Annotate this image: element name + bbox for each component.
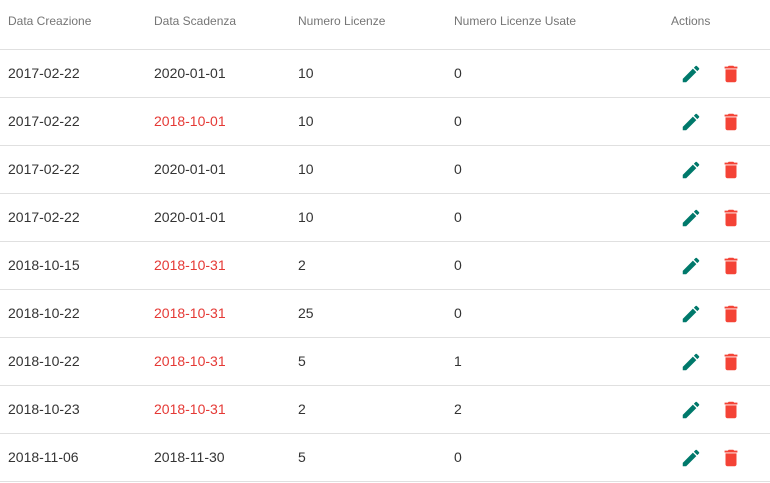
expiry-date-cell: 2020-01-01: [154, 209, 226, 225]
expiry-date-cell: 2018-10-31: [154, 257, 226, 273]
table-row: 2017-02-22 2020-01-01 10 0: [0, 146, 770, 194]
delete-button[interactable]: [719, 350, 743, 374]
licenses-used-cell: 0: [454, 257, 462, 273]
pencil-icon: [682, 305, 700, 323]
table-row: 2018-11-06 2018-11-30 5 0: [0, 434, 770, 482]
header-actions: Actions: [671, 14, 711, 28]
creation-date-cell: 2018-11-06: [8, 449, 79, 465]
table-row: 2017-02-22 2018-10-01 10 0: [0, 98, 770, 146]
edit-button[interactable]: [679, 398, 703, 422]
delete-button[interactable]: [719, 62, 743, 86]
trash-icon: [724, 113, 738, 131]
header-licenses[interactable]: Numero Licenze: [298, 14, 386, 28]
pencil-icon: [682, 449, 700, 467]
edit-button[interactable]: [679, 302, 703, 326]
licenses-cell: 2: [298, 257, 306, 273]
delete-button[interactable]: [719, 158, 743, 182]
expiry-date-cell: 2018-10-31: [154, 353, 226, 369]
table-body: 2017-02-22 2020-01-01 10 0 2017-02-22 2018-10…: [0, 50, 770, 482]
creation-date-cell: 2017-02-22: [8, 65, 80, 81]
pencil-icon: [682, 161, 700, 179]
trash-icon: [724, 305, 738, 323]
trash-icon: [724, 209, 738, 227]
pencil-icon: [682, 401, 700, 419]
edit-button[interactable]: [679, 158, 703, 182]
creation-date-cell: 2018-10-22: [8, 305, 80, 321]
expiry-date-cell: 2018-11-30: [154, 449, 225, 465]
licenses-used-cell: 1: [454, 353, 462, 369]
trash-icon: [724, 161, 738, 179]
expiry-date-cell: 2020-01-01: [154, 161, 226, 177]
expiry-date-cell: 2020-01-01: [154, 65, 226, 81]
licenses-cell: 10: [298, 209, 314, 225]
licenses-cell: 5: [298, 449, 306, 465]
creation-date-cell: 2017-02-22: [8, 161, 80, 177]
edit-button[interactable]: [679, 62, 703, 86]
licenses-cell: 10: [298, 113, 314, 129]
expiry-date-cell: 2018-10-01: [154, 113, 226, 129]
header-licenses-used[interactable]: Numero Licenze Usate: [454, 14, 577, 28]
table-row: 2017-02-22 2020-01-01 10 0: [0, 194, 770, 242]
table-header: Data Creazione Data Scadenza Numero Lice…: [0, 0, 770, 50]
delete-button[interactable]: [719, 110, 743, 134]
delete-button[interactable]: [719, 254, 743, 278]
pencil-icon: [682, 257, 700, 275]
licenses-used-cell: 0: [454, 449, 462, 465]
edit-button[interactable]: [679, 350, 703, 374]
licenses-used-cell: 0: [454, 113, 462, 129]
table-row: 2017-02-22 2020-01-01 10 0: [0, 50, 770, 98]
pencil-icon: [682, 113, 700, 131]
creation-date-cell: 2018-10-23: [8, 401, 80, 417]
edit-button[interactable]: [679, 206, 703, 230]
pencil-icon: [682, 209, 700, 227]
delete-button[interactable]: [719, 398, 743, 422]
creation-date-cell: 2017-02-22: [8, 113, 80, 129]
pencil-icon: [682, 353, 700, 371]
licenses-cell: 5: [298, 353, 306, 369]
expiry-date-cell: 2018-10-31: [154, 305, 226, 321]
expiry-date-cell: 2018-10-31: [154, 401, 226, 417]
table-row: 2018-10-23 2018-10-31 2 2: [0, 386, 770, 434]
trash-icon: [724, 65, 738, 83]
licenses-cell: 2: [298, 401, 306, 417]
creation-date-cell: 2018-10-15: [8, 257, 80, 273]
pencil-icon: [682, 65, 700, 83]
delete-button[interactable]: [719, 446, 743, 470]
table-row: 2018-10-15 2018-10-31 2 0: [0, 242, 770, 290]
edit-button[interactable]: [679, 446, 703, 470]
header-expiry-date[interactable]: Data Scadenza: [154, 14, 237, 28]
table-row: 2018-10-22 2018-10-31 25 0: [0, 290, 770, 338]
table-row: 2018-10-22 2018-10-31 5 1: [0, 338, 770, 386]
licenses-cell: 10: [298, 161, 314, 177]
delete-button[interactable]: [719, 302, 743, 326]
edit-button[interactable]: [679, 254, 703, 278]
licenses-used-cell: 0: [454, 65, 462, 81]
creation-date-cell: 2017-02-22: [8, 209, 80, 225]
licenses-used-cell: 0: [454, 209, 462, 225]
licenses-used-cell: 2: [454, 401, 462, 417]
licenses-cell: 10: [298, 65, 314, 81]
edit-button[interactable]: [679, 110, 703, 134]
trash-icon: [724, 257, 738, 275]
licenses-cell: 25: [298, 305, 314, 321]
trash-icon: [724, 353, 738, 371]
licenses-used-cell: 0: [454, 305, 462, 321]
licenses-used-cell: 0: [454, 161, 462, 177]
header-creation-date[interactable]: Data Creazione: [8, 14, 92, 28]
trash-icon: [724, 449, 738, 467]
trash-icon: [724, 401, 738, 419]
delete-button[interactable]: [719, 206, 743, 230]
creation-date-cell: 2018-10-22: [8, 353, 80, 369]
